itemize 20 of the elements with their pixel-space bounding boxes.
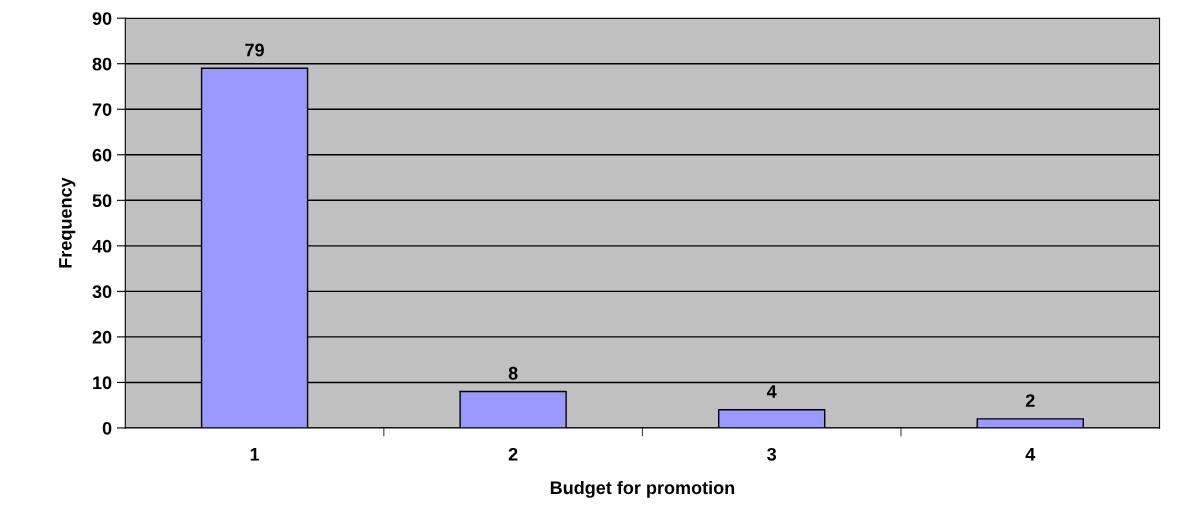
y-tick-label: 70 bbox=[92, 103, 112, 116]
x-tick-label: 4 bbox=[1025, 448, 1036, 461]
data-label: 4 bbox=[766, 385, 777, 398]
x-axis-title: Budget for promotion bbox=[550, 480, 735, 498]
y-tick-label: 0 bbox=[102, 421, 112, 435]
data-label: 79 bbox=[245, 43, 264, 57]
data-label: 2 bbox=[1025, 394, 1035, 407]
x-tick-label: 1 bbox=[250, 448, 260, 461]
y-tick-label: 50 bbox=[92, 194, 112, 208]
data-label: 8 bbox=[508, 366, 518, 380]
y-tick-label: 20 bbox=[92, 330, 112, 344]
y-tick-label: 30 bbox=[92, 285, 112, 299]
y-tick-label: 80 bbox=[92, 57, 112, 71]
y-tick-label: 60 bbox=[92, 148, 112, 162]
y-axis-title: Frequency bbox=[59, 177, 76, 268]
x-tick-label: 3 bbox=[767, 447, 777, 461]
x-tick-label: 2 bbox=[508, 447, 518, 461]
y-tick-label: 40 bbox=[92, 239, 112, 253]
y-tick-label: 90 bbox=[92, 12, 112, 25]
y-tick-label: 10 bbox=[93, 376, 112, 390]
